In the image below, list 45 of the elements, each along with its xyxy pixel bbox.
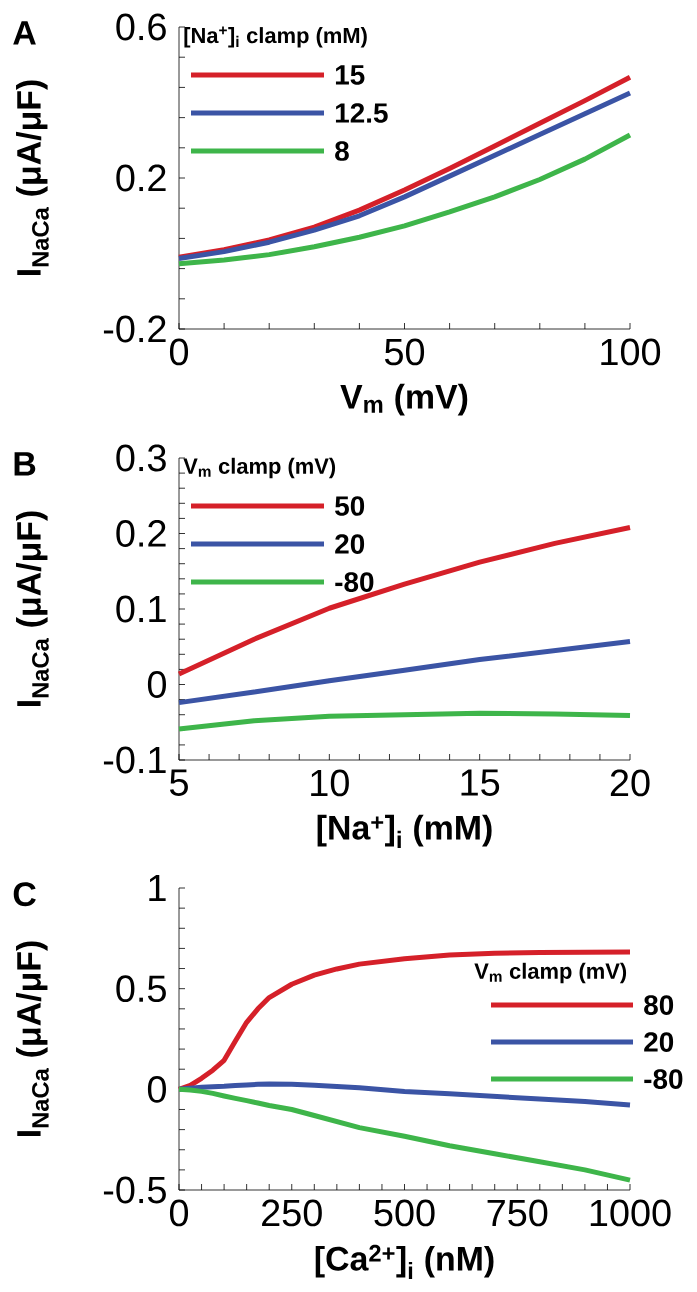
x-tick-label: 750 [487,1199,548,1227]
y-tick-label: 0.3 [116,444,166,472]
x-axis-title: [Ca$^{2+}$]$_{i}$ (nM) [315,1244,494,1280]
x-tick-label: 5 [169,769,188,796]
x-tick-label: 250 [262,1199,322,1227]
x-tick-label: 10 [311,769,349,797]
x-tick-label: 20 [610,769,650,797]
x-tick-label: 1000 [590,1199,671,1227]
x-tick-label: 50 [384,338,425,366]
y-tick-label: 0.2 [116,520,166,547]
y-axis-title: I$_{NaCa}$ (μA/μF) [16,80,49,275]
x-tick-label: 0 [169,338,189,366]
legend-label: 8 [335,141,349,161]
legend-title: [Na$^{+}$]$_{i}$ clamp (mM) [184,26,367,48]
legend-label: 15 [335,65,365,85]
y-tick-label: 0 [147,1075,166,1103]
text: B [14,452,36,476]
y-tick-label: -0.1 [103,746,166,774]
text: -80 [644,1069,683,1089]
y-tick-label: -0.2 [103,315,166,343]
y-axis-title: I$_{NaCa}$ (μA/μF) [16,511,49,706]
x-tick-label: 0 [169,1199,189,1227]
x-tick-label: 500 [374,1199,435,1227]
legend-label: 50 [335,496,365,516]
legend-title: V$_{m}$ clamp (mV) [474,962,627,984]
series-label: 80 [644,995,674,1015]
legend-label: 12.5 [335,103,388,123]
text: C [13,882,36,907]
x-tick-label: 15 [461,769,500,796]
y-tick-label: 0 [147,671,166,698]
y-tick-label: 0.2 [116,164,166,192]
y-tick-label: 0.1 [116,595,166,623]
y-tick-label: 0.5 [116,975,166,1003]
legend-label: -80 [335,572,374,592]
legend-label: 20 [335,534,365,554]
text: A [13,21,36,45]
y-axis-title: I$_{NaCa}$ (μA/μF) [16,941,49,1137]
x-tick-label: 100 [601,338,661,366]
series-label: 20 [644,1032,674,1052]
y-tick-label: 1 [149,874,166,902]
x-axis-title: V$_{m}$ (mV) [340,383,468,416]
y-tick-label: -0.5 [103,1176,166,1204]
y-tick-label: 0.6 [116,13,166,41]
x-axis-title: [Na$^{+}$]$_{i}$ (mM) [317,814,492,849]
legend-title: V$_{m}$ clamp (mV) [183,457,336,479]
